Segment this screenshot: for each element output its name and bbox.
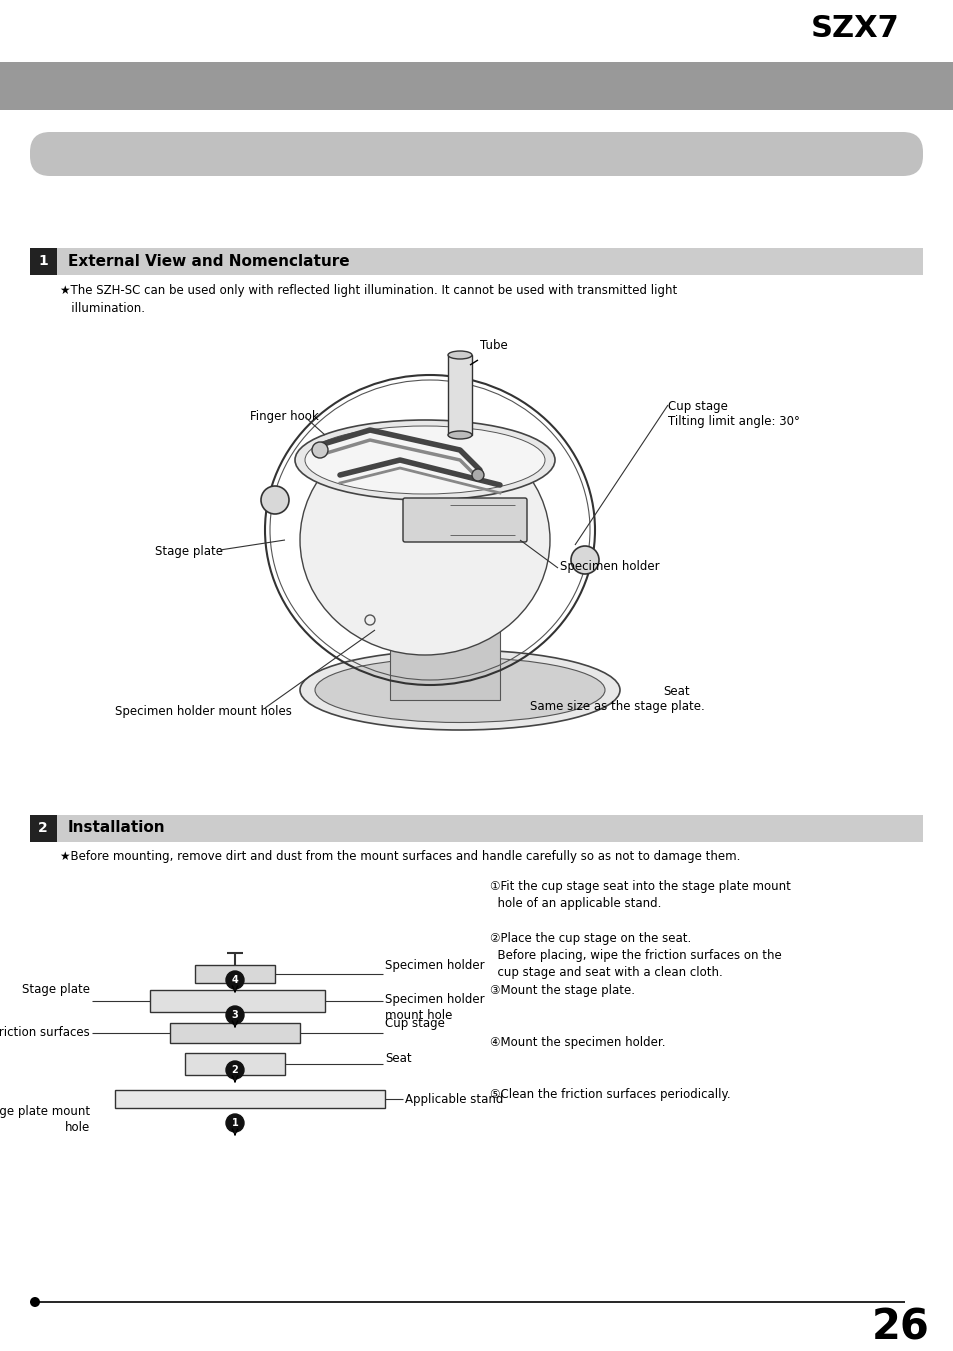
Circle shape (30, 1297, 40, 1306)
Bar (194, 965, 274, 984)
Text: ③Mount the stage plate.: ③Mount the stage plate. (490, 984, 635, 997)
Text: 2: 2 (232, 1065, 238, 1075)
Text: Tilting limit angle: 30°: Tilting limit angle: 30° (667, 415, 799, 428)
Ellipse shape (294, 420, 555, 500)
Circle shape (226, 1061, 244, 1079)
Text: Cup stage: Cup stage (667, 400, 727, 413)
Text: 1: 1 (38, 254, 48, 267)
Text: 26: 26 (871, 1306, 929, 1350)
Circle shape (226, 1006, 244, 1024)
Text: Seat: Seat (385, 1052, 411, 1066)
Ellipse shape (448, 351, 472, 359)
Text: Applicable stand: Applicable stand (405, 1093, 503, 1105)
Text: Specimen holder: Specimen holder (559, 561, 659, 573)
Circle shape (226, 971, 244, 989)
Text: Friction surfaces: Friction surfaces (0, 1027, 90, 1039)
Text: Specimen holder mount holes: Specimen holder mount holes (115, 705, 292, 717)
Text: Installation: Installation (68, 820, 166, 835)
Bar (150, 990, 325, 1012)
Text: 1: 1 (232, 1119, 238, 1128)
Text: 3: 3 (232, 1011, 238, 1020)
Text: ②Place the cup stage on the seat.
  Before placing, wipe the friction surfaces o: ②Place the cup stage on the seat. Before… (490, 932, 781, 979)
Text: Stage plate: Stage plate (154, 544, 223, 558)
Circle shape (226, 1115, 244, 1132)
Bar (115, 1090, 385, 1108)
Text: Cup stage: Cup stage (385, 1016, 444, 1029)
Text: ★The SZH-SC can be used only with reflected light illumination. It cannot be use: ★The SZH-SC can be used only with reflec… (60, 284, 677, 315)
Text: 2: 2 (38, 821, 48, 835)
Bar (30, 815, 923, 842)
Bar (448, 355, 472, 435)
Bar (30, 815, 57, 842)
FancyBboxPatch shape (30, 132, 923, 176)
Bar (30, 249, 57, 276)
Ellipse shape (299, 426, 550, 655)
Text: External View and Nomenclature: External View and Nomenclature (68, 254, 349, 269)
Bar (390, 630, 499, 700)
Ellipse shape (305, 426, 544, 494)
Text: Same size as the stage plate.: Same size as the stage plate. (530, 700, 704, 713)
Ellipse shape (314, 658, 604, 723)
Text: ⑤Clean the friction surfaces periodically.: ⑤Clean the friction surfaces periodicall… (490, 1088, 730, 1101)
Text: Finger hook: Finger hook (250, 409, 318, 423)
Ellipse shape (448, 431, 472, 439)
Circle shape (261, 486, 289, 513)
FancyBboxPatch shape (402, 499, 526, 542)
Text: Specimen holder: Specimen holder (385, 958, 484, 971)
Text: Stage plate: Stage plate (22, 984, 90, 997)
Text: ④Mount the specimen holder.: ④Mount the specimen holder. (490, 1036, 665, 1048)
Circle shape (472, 469, 483, 481)
Circle shape (571, 546, 598, 574)
Bar (185, 1052, 285, 1075)
Bar (30, 249, 923, 276)
Text: SZX7: SZX7 (810, 14, 899, 43)
Text: ①Fit the cup stage seat into the stage plate mount
  hole of an applicable stand: ①Fit the cup stage seat into the stage p… (490, 880, 790, 911)
Bar (170, 1023, 299, 1043)
Circle shape (312, 442, 328, 458)
Bar (0, 62, 953, 109)
Text: Stage plate mount
hole: Stage plate mount hole (0, 1105, 90, 1133)
Text: Specimen holder
mount hole: Specimen holder mount hole (385, 993, 484, 1021)
Text: 4: 4 (232, 975, 238, 985)
Text: Tube: Tube (479, 339, 507, 353)
Text: ★Before mounting, remove dirt and dust from the mount surfaces and handle carefu: ★Before mounting, remove dirt and dust f… (60, 850, 740, 863)
Ellipse shape (299, 650, 619, 730)
Text: Seat: Seat (662, 685, 689, 698)
